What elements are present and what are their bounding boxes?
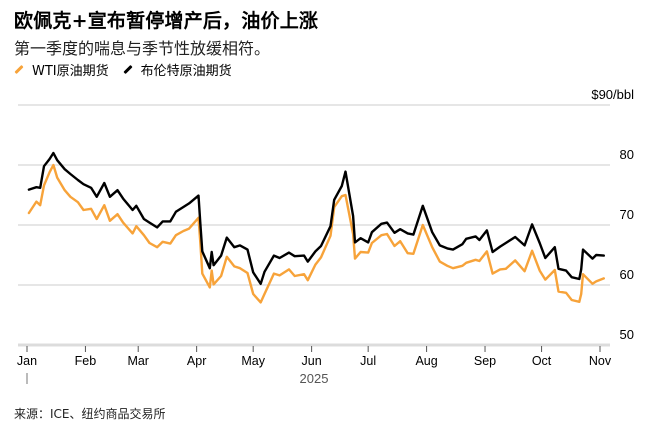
x-year-label: 2025	[300, 371, 329, 386]
x-tick-label: May	[241, 354, 265, 368]
legend-label-wti: WTI原油期货	[32, 64, 109, 79]
y-tick-label: 50	[620, 327, 634, 342]
x-tick-label: Feb	[75, 354, 97, 368]
legend: WTI原油期货 布伦特原油期货	[14, 60, 246, 79]
legend-label-brent: 布伦特原油期货	[140, 64, 232, 79]
wti-series-line	[27, 163, 605, 304]
chart-title: 欧佩克+宣布暂停增产后，油价上涨	[14, 10, 319, 32]
x-tick-label: Sep	[474, 354, 496, 368]
x-tick-label: Oct	[532, 354, 552, 368]
x-tick-label: Aug	[415, 354, 437, 368]
y-tick-label: 60	[620, 267, 634, 282]
x-tick-label: Jan	[17, 354, 37, 368]
x-tick-label: Jun	[302, 354, 322, 368]
brent-series-line	[27, 151, 605, 285]
x-tick-label: Jul	[360, 354, 376, 368]
y-tick-label: 80	[620, 147, 634, 162]
y-axis-unit-label: $90/bbl	[591, 87, 634, 102]
x-tick-label: Mar	[127, 354, 149, 368]
legend-item-brent: 布伦特原油期货	[123, 60, 232, 79]
x-tick-label: Nov	[589, 354, 612, 368]
x-tick-label: Apr	[187, 354, 206, 368]
chart-subtitle: 第一季度的喘息与季节性放缓相符。	[14, 39, 271, 58]
legend-item-wti: WTI原油期货	[14, 60, 109, 79]
source-note: 来源：ICE、纽约商品交易所	[14, 407, 166, 421]
y-tick-label: 70	[620, 207, 634, 222]
